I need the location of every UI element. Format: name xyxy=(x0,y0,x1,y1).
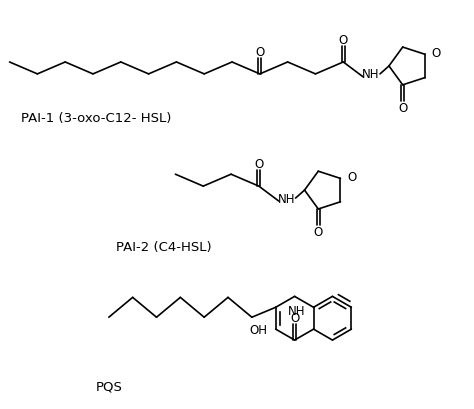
Text: O: O xyxy=(432,47,441,60)
Text: O: O xyxy=(398,102,407,115)
Text: O: O xyxy=(254,157,264,171)
Text: PQS: PQS xyxy=(96,379,123,392)
Text: NH: NH xyxy=(278,192,295,205)
Text: NH: NH xyxy=(288,304,305,317)
Text: O: O xyxy=(255,45,264,58)
Text: O: O xyxy=(338,34,348,47)
Text: OH: OH xyxy=(250,323,268,336)
Text: PAI-1 (3-oxo-C12- HSL): PAI-1 (3-oxo-C12- HSL) xyxy=(21,112,172,125)
Text: O: O xyxy=(347,171,356,184)
Text: NH: NH xyxy=(362,68,380,81)
Text: PAI-2 (C4-HSL): PAI-2 (C4-HSL) xyxy=(116,240,211,254)
Text: O: O xyxy=(290,311,299,324)
Text: O: O xyxy=(314,226,323,239)
